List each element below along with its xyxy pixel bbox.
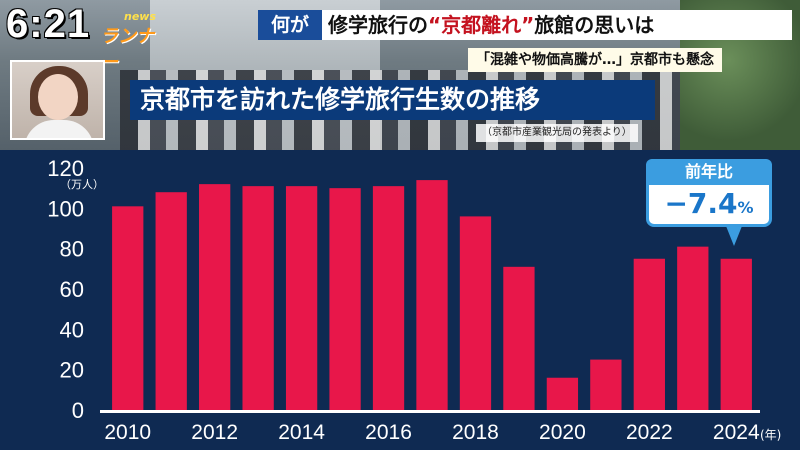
yoy-unit: % <box>737 198 754 217</box>
headline-post: 旅館の思いは <box>534 13 655 37</box>
bar-2020 <box>546 377 579 410</box>
bar-chart: 0 20 40 60 80 100 120 2010 2012 2014 2016 2018 2020 2… <box>47 156 781 444</box>
anchor-body <box>24 120 94 138</box>
yoy-value: −7.4% <box>649 185 769 227</box>
headline-highlight: “京都離れ” <box>428 13 535 37</box>
x-axis-unit: (年) <box>760 428 781 442</box>
x-tick-label: 2014 <box>278 421 325 444</box>
source-note: （京都市産業観光局の発表より） <box>476 124 638 142</box>
headline: 修学旅行の“京都離れ”旅館の思いは <box>322 10 792 40</box>
y-axis-unit: （万人） <box>60 178 104 191</box>
bar-2012 <box>199 184 231 410</box>
yoy-number: −7.4 <box>664 187 738 220</box>
clock: 6:21 <box>6 2 91 46</box>
bar-2013 <box>242 186 274 410</box>
headline-pre: 修学旅行の <box>328 13 428 37</box>
y-tick-label: 60 <box>60 277 84 302</box>
x-tick-label: 2010 <box>104 421 151 444</box>
anchor-wipe <box>10 60 105 140</box>
program-logo: news ランナー <box>100 10 166 73</box>
bar-2014 <box>285 186 318 410</box>
x-tick-label: 2016 <box>365 421 412 444</box>
bar-2019 <box>503 266 535 410</box>
sub-headline: 「混雑や物価高騰が…」京都市も懸念 <box>468 48 722 72</box>
bar-2018 <box>459 216 492 410</box>
y-tick-label: 100 <box>47 196 84 221</box>
bar-2024 <box>720 258 752 410</box>
chart-title: 京都市を訪れた修学旅行生数の推移 <box>130 80 655 120</box>
yoy-label: 前年比 <box>646 159 772 185</box>
bar-2015 <box>329 188 361 410</box>
logo-news-text: news <box>124 10 157 23</box>
y-tick-label: 40 <box>60 317 84 342</box>
callout-pointer <box>726 226 742 246</box>
y-tick-label: 80 <box>60 237 84 262</box>
x-tick-label: 2020 <box>539 421 586 444</box>
x-tick-label: 2024 <box>713 421 760 444</box>
bar-2011 <box>155 192 187 410</box>
bar-2010 <box>112 206 144 410</box>
x-tick-label: 2018 <box>452 421 499 444</box>
x-tick-label: 2012 <box>191 421 238 444</box>
bar-2023 <box>677 246 709 410</box>
anchor-face <box>38 74 78 120</box>
x-axis-line <box>100 410 760 413</box>
bar-2022 <box>633 258 665 410</box>
x-tick-label: 2022 <box>626 421 673 444</box>
y-tick-label: 20 <box>60 358 84 383</box>
y-tick-label: 0 <box>72 398 84 423</box>
bar-2017 <box>416 180 448 410</box>
logo-name-text: ランナー <box>100 26 154 73</box>
yoy-callout: 前年比 −7.4% <box>646 159 772 227</box>
topic-tag: 何が <box>258 10 322 40</box>
y-tick-label: 120 <box>47 156 84 181</box>
bar-2021 <box>590 359 622 410</box>
bar-2016 <box>372 186 405 410</box>
